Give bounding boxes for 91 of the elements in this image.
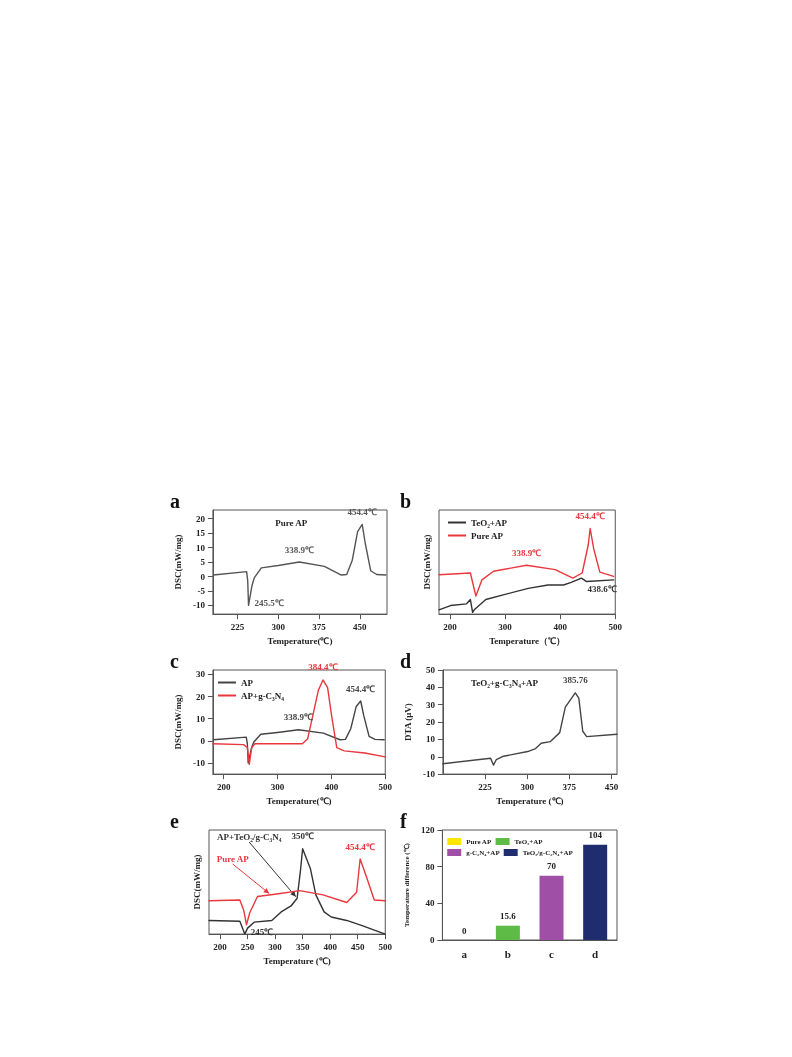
x-tick-label: 350 (295, 941, 310, 952)
y-tick-label: -5 (197, 585, 206, 596)
data-label: 0 (461, 925, 467, 936)
y-axis-title: DSC(mW/mg) (191, 854, 202, 910)
line-series (212, 679, 386, 766)
x-tick-label: 300 (520, 781, 535, 792)
text: TeO₂+g-C₃N₄+AP (471, 677, 539, 688)
y-tick-label: 0 (429, 935, 435, 945)
y-tick-label: 20 (425, 717, 436, 728)
x-tick-label: 300 (270, 781, 285, 792)
y-tick-label: 40 (425, 682, 436, 693)
x-tick-label: b (504, 947, 511, 960)
annotation: 454.4℃ (347, 506, 377, 517)
x-tick-label: a (461, 947, 468, 960)
legend-label: TeO₂+AP (471, 517, 508, 528)
annotation: 454.4℃ (345, 841, 375, 852)
x-tick-label: 225 (478, 781, 493, 792)
chart-title: f (400, 810, 407, 832)
x-tick-label: 300 (498, 621, 513, 632)
y-axis-title: DSC(mW/mg) (172, 694, 183, 750)
x-tick-label: 300 (268, 941, 283, 952)
text: AP+TeO₂/g-C₃N₄ (216, 831, 282, 842)
x-tick-label: 500 (608, 621, 623, 632)
annotation: 338.9℃ (511, 547, 542, 558)
data-label: 70 (547, 861, 557, 872)
y-axis-title: DSC(mW/mg) (421, 534, 432, 590)
x-axis-title: Temperature (℃) (263, 955, 331, 966)
y-tick-label: 20 (195, 513, 206, 524)
y-tick-label: 10 (195, 713, 206, 724)
y-tick-label: 15 (195, 528, 206, 539)
x-tick-label: 250 (240, 941, 255, 952)
x-tick-label: 450 (604, 781, 619, 792)
y-tick-label: 5 (200, 557, 206, 568)
text: Pure AP (275, 517, 308, 528)
y-axis-title: DSC(mW/mg) (172, 534, 183, 590)
chart-title: c (170, 650, 179, 672)
x-axis-title: Temperature（℃） (489, 635, 566, 646)
chart-title: a (170, 490, 180, 512)
x-tick-label: c (549, 947, 555, 960)
y-tick-label: 10 (425, 734, 436, 745)
annotation: 384.4℃ (308, 662, 338, 673)
legend-label: Pure AP (471, 530, 504, 541)
line-series (212, 700, 385, 764)
y-axis-title: DTA (μV) (402, 703, 413, 741)
y-tick-label: 0 (200, 735, 206, 746)
x-tick-label: 400 (324, 781, 339, 792)
legend-label: AP (241, 677, 254, 688)
chart-title: e (170, 810, 179, 832)
chart-title: b (400, 490, 412, 512)
y-tick-label: 80 (425, 861, 435, 872)
data-label: 15.6 (500, 911, 517, 922)
text: Pure AP (216, 853, 250, 864)
data-label: 104 (588, 830, 603, 841)
x-tick-label: 200 (443, 621, 458, 632)
x-tick-label: 450 (353, 621, 368, 632)
x-axis-title: Temperature (℃) (496, 795, 564, 806)
annotation: 338.9℃ (284, 544, 314, 555)
y-tick-label: -10 (192, 758, 206, 769)
legend-label: AP+g-C₃N₄ (241, 690, 285, 701)
annotation: 245.5℃ (254, 598, 284, 609)
y-tick-label: 40 (425, 898, 435, 909)
y-tick-label: -10 (422, 769, 436, 780)
annotation: 350℃ (291, 831, 314, 842)
y-tick-label: 30 (195, 669, 206, 680)
x-tick-label: d (592, 947, 599, 960)
annotation: 454.4℃ (346, 683, 376, 694)
x-tick-label: 375 (312, 621, 327, 632)
x-axis-title: Temperature(℃) (267, 635, 333, 646)
y-tick-label: 50 (425, 665, 436, 675)
y-tick-label: 20 (195, 691, 206, 702)
y-tick-label: -10 (192, 600, 206, 611)
x-tick-label: 500 (378, 941, 393, 952)
x-tick-label: 375 (562, 781, 577, 792)
x-tick-label: 450 (350, 941, 365, 952)
x-tick-label: 300 (271, 621, 286, 632)
x-tick-label: 400 (553, 621, 568, 632)
annotation: 454.4℃ (575, 510, 605, 521)
y-tick-label: 120 (420, 825, 435, 835)
x-tick-label: 200 (213, 941, 228, 952)
x-tick-label: 200 (216, 781, 231, 792)
y-tick-label: 0 (430, 751, 436, 762)
annotation: 385.76 (562, 675, 589, 686)
y-tick-label: 30 (425, 699, 436, 710)
x-tick-label: 400 (323, 941, 338, 952)
x-tick-label: 225 (230, 621, 245, 632)
chart-title: d (400, 650, 412, 672)
y-tick-label: 0 (200, 571, 206, 582)
x-tick-label: 500 (378, 781, 393, 792)
line-series (442, 692, 618, 766)
y-tick-label: 10 (195, 542, 206, 553)
x-axis-title: Temperature(℃) (266, 795, 332, 806)
